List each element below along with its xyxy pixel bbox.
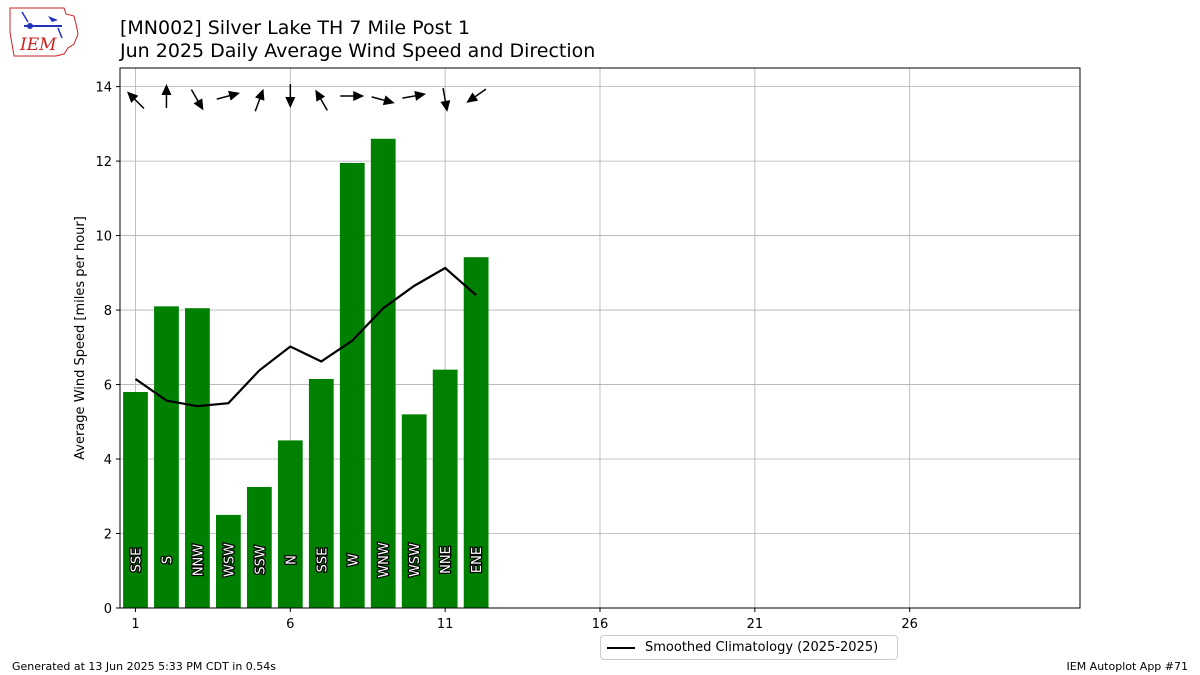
wind-arrow	[315, 89, 328, 111]
direction-label: WSW	[222, 543, 237, 577]
y-tick-label: 12	[95, 155, 112, 170]
wind-arrow-head	[285, 97, 296, 108]
y-tick-label: 10	[95, 230, 112, 245]
direction-label: N	[284, 555, 299, 565]
direction-label: SSE	[129, 548, 144, 573]
y-tick-label: 6	[104, 379, 112, 394]
direction-label: W	[346, 553, 361, 566]
wind-speed-bar	[463, 257, 489, 608]
direction-label: SSW	[253, 545, 268, 575]
direction-label: ENE	[470, 547, 485, 573]
x-tick-label: 11	[437, 617, 454, 632]
x-tick-label: 16	[592, 617, 609, 632]
wind-arrow	[371, 95, 395, 106]
x-tick-label: 1	[131, 617, 139, 632]
wind-arrow-head	[382, 95, 395, 106]
wind-arrow	[254, 88, 265, 112]
direction-label: WNW	[377, 542, 392, 578]
direction-label: NNW	[191, 544, 206, 576]
wind-arrow-head	[315, 89, 326, 102]
y-tick-label: 8	[104, 304, 112, 319]
wind-arrow-head	[254, 88, 265, 101]
wind-speed-bar	[216, 514, 241, 608]
wind-arrow-head	[353, 91, 365, 101]
chart-title: [MN002] Silver Lake TH 7 Mile Post 1	[120, 17, 471, 39]
wind-arrow	[190, 89, 204, 111]
wind-arrow	[466, 88, 487, 103]
y-tick-label: 2	[104, 528, 112, 543]
y-axis-label: Average Wind Speed [miles per hour]	[73, 216, 88, 460]
iem-logo-text: IEM	[19, 35, 57, 55]
direction-labels: SSE S NNW WSW SSW N SSE W WNW WSW NNE ENE	[128, 541, 486, 579]
wind-arrow-head	[466, 92, 479, 103]
x-tick-label: 26	[901, 617, 918, 632]
wind-arrow-head	[161, 84, 172, 95]
generated-timestamp: Generated at 13 Jun 2025 5:33 PM CDT in …	[12, 660, 277, 673]
wind-arrow	[126, 91, 145, 110]
direction-label: SSE	[315, 548, 330, 573]
app-credit: IEM Autoplot App #71	[1066, 660, 1189, 673]
legend-label: Smoothed Climatology (2025-2025)	[645, 640, 879, 655]
x-tick-label: 21	[747, 617, 764, 632]
wind-speed-bar	[185, 308, 210, 608]
wind-speed-bar	[154, 306, 179, 608]
y-tick-label: 14	[95, 81, 112, 96]
wind-arrow-head	[126, 91, 139, 103]
wind-speed-bar	[370, 138, 396, 609]
legend-line-swatch	[607, 646, 635, 649]
iem-logo: IEM	[9, 7, 79, 57]
wind-arrow-head	[193, 98, 204, 111]
direction-label: S	[160, 556, 175, 564]
wind-speed-bar	[308, 378, 334, 608]
bar-series	[123, 138, 489, 609]
wind-arrow-head	[440, 100, 451, 112]
wind-arrow	[440, 88, 451, 112]
legend: Smoothed Climatology (2025-2025)	[600, 635, 898, 660]
wind-arrow	[216, 90, 240, 101]
wind-speed-bar	[339, 162, 365, 608]
wind-speed-bar	[401, 414, 427, 608]
wind-arrow	[161, 84, 172, 108]
y-tick-label: 0	[104, 602, 112, 617]
wind-speed-bar	[123, 392, 148, 608]
wind-arrow-head	[414, 90, 427, 101]
climatology-line	[134, 266, 477, 408]
y-tick-label: 4	[104, 453, 112, 468]
direction-label: WSW	[408, 543, 423, 577]
wind-arrow	[402, 90, 427, 101]
direction-label: NNE	[439, 546, 454, 574]
wind-direction-arrows	[126, 84, 487, 112]
wind-speed-bar	[277, 440, 303, 608]
chart-subtitle: Jun 2025 Daily Average Wind Speed and Di…	[120, 40, 596, 62]
wind-arrow-head	[228, 90, 240, 101]
x-tick-label: 6	[286, 617, 294, 632]
wind-speed-bar	[432, 369, 458, 608]
wind-speed-bar	[246, 486, 272, 608]
climatology-line-series	[134, 266, 477, 408]
wind-arrow	[340, 91, 365, 101]
wind-arrow	[285, 84, 296, 108]
